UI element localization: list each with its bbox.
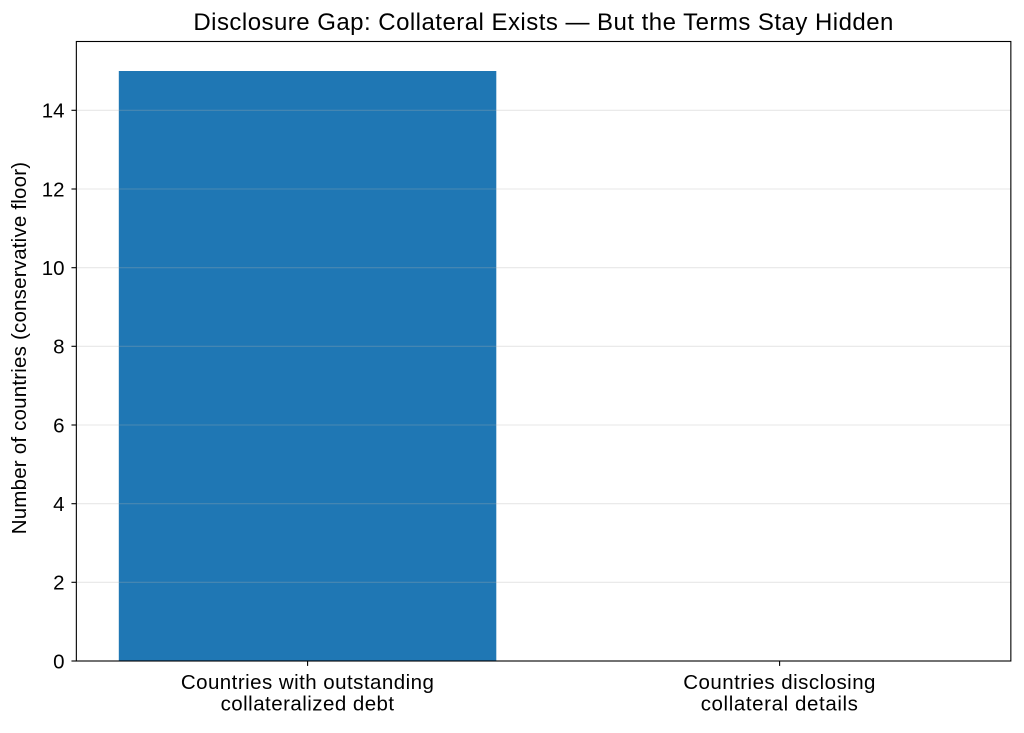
- svg-text:Countries with outstanding: Countries with outstanding: [181, 671, 435, 694]
- svg-text:10: 10: [42, 257, 65, 280]
- svg-text:Number of countries (conservat: Number of countries (conservative floor): [8, 162, 31, 535]
- svg-text:Countries disclosing: Countries disclosing: [683, 671, 876, 694]
- svg-text:6: 6: [53, 414, 64, 437]
- svg-text:4: 4: [53, 493, 64, 516]
- svg-text:collateralized debt: collateralized debt: [221, 692, 395, 715]
- svg-text:14: 14: [42, 100, 65, 123]
- svg-text:2: 2: [53, 572, 64, 595]
- svg-text:collateral details: collateral details: [701, 692, 859, 715]
- svg-text:0: 0: [53, 650, 64, 673]
- svg-text:12: 12: [42, 178, 65, 201]
- svg-text:8: 8: [53, 336, 64, 359]
- svg-text:Disclosure Gap: Collateral Exi: Disclosure Gap: Collateral Exists — But …: [193, 9, 894, 36]
